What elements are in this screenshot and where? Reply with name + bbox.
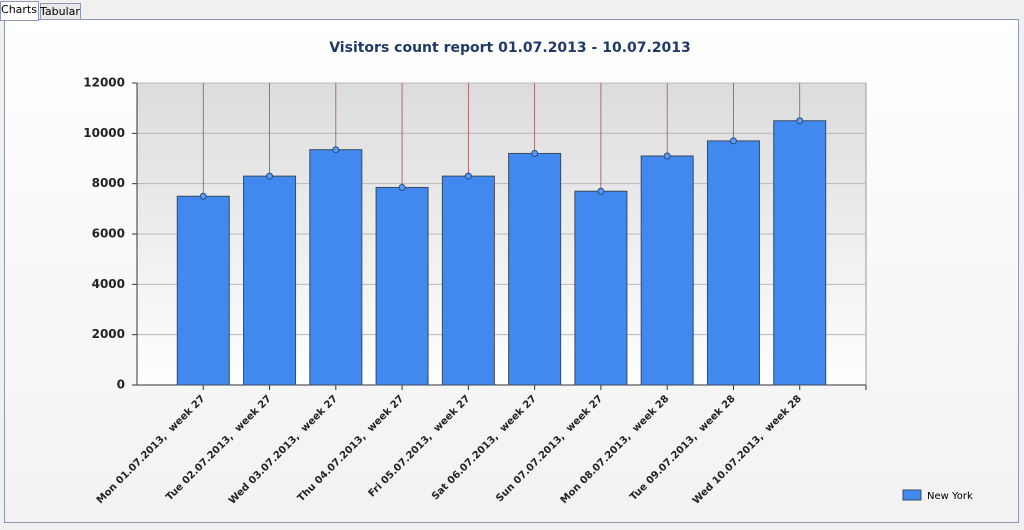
- y-tick-label: 6000: [92, 227, 125, 241]
- tab-label[interactable]: Tabular: [39, 5, 80, 18]
- bar: [375, 186, 429, 386]
- y-tick-label: 0: [117, 378, 125, 392]
- bar: [508, 152, 562, 386]
- marker: [332, 146, 340, 154]
- bar: [773, 120, 827, 386]
- tab-label[interactable]: Charts: [1, 3, 37, 16]
- y-tick-label: 8000: [92, 176, 125, 190]
- y-tick-label: 10000: [83, 126, 125, 140]
- marker: [464, 172, 472, 180]
- marker: [531, 149, 539, 157]
- bar: [640, 155, 694, 386]
- bar: [441, 175, 495, 386]
- marker: [199, 192, 207, 200]
- marker: [796, 117, 804, 125]
- bar: [706, 140, 760, 386]
- chart-title: Visitors count report 01.07.2013 - 10.07…: [329, 40, 691, 56]
- marker: [398, 183, 406, 191]
- legend-swatch: [902, 489, 922, 501]
- tab[interactable]: [0, 1, 39, 21]
- y-tick-label: 12000: [83, 76, 125, 90]
- marker: [266, 172, 274, 180]
- bar: [309, 149, 363, 386]
- bar: [176, 195, 230, 386]
- y-tick-label: 2000: [92, 327, 125, 341]
- marker: [729, 137, 737, 145]
- marker: [663, 152, 671, 160]
- marker: [597, 187, 605, 195]
- bar: [243, 175, 297, 386]
- legend-label: New York: [927, 491, 973, 502]
- tab[interactable]: [40, 3, 81, 20]
- bar: [574, 190, 628, 386]
- y-tick-label: 4000: [92, 277, 125, 291]
